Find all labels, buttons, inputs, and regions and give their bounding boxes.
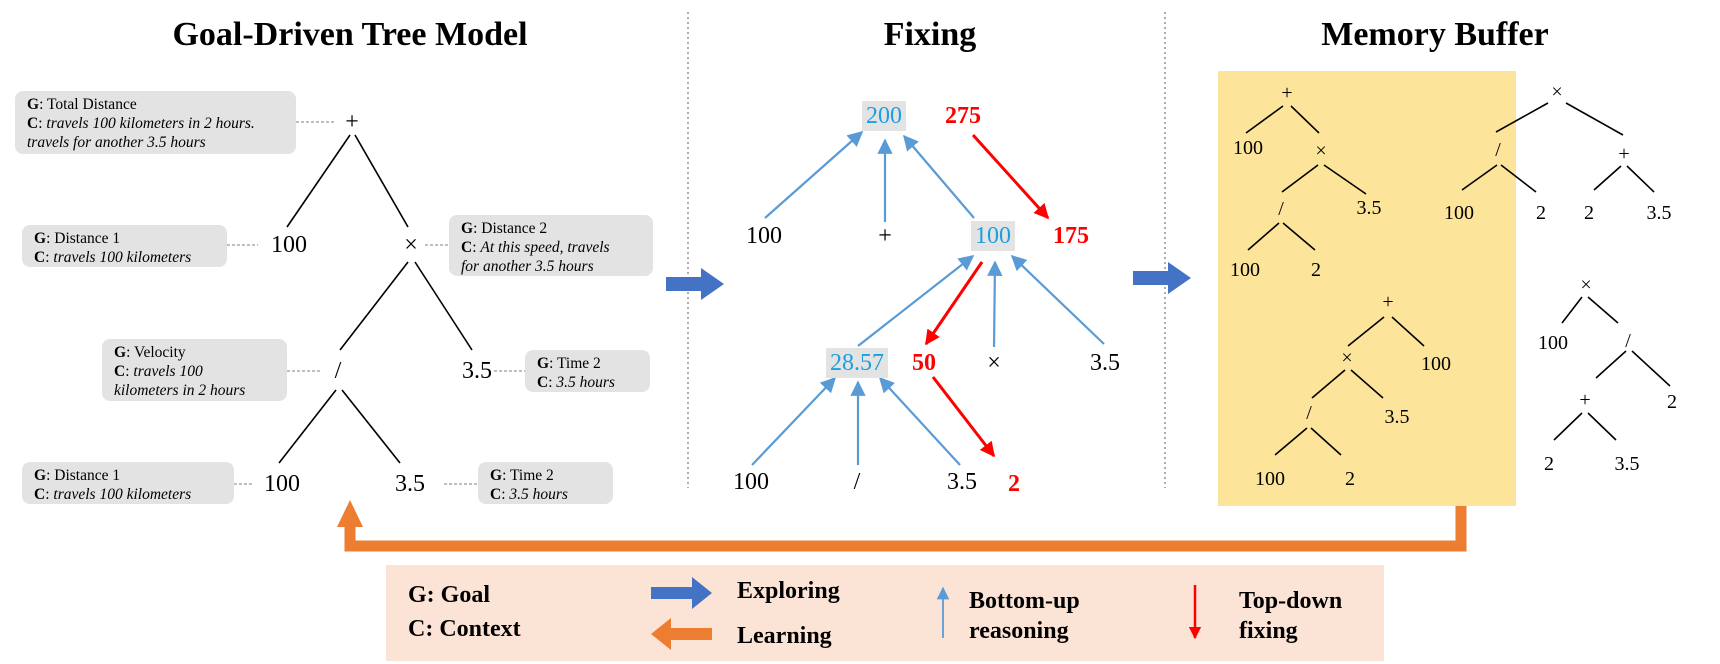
mem4-plus: + — [1579, 389, 1591, 411]
mem3-divide: / — [1306, 402, 1312, 424]
tree-model-edges — [278, 134, 473, 464]
mem4-divide: / — [1625, 330, 1631, 352]
mem1-times: × — [1315, 140, 1327, 162]
tree-node-divide: / — [334, 358, 342, 384]
legend-exploring-arrow — [651, 577, 712, 609]
box-distance1-bottom: G: Distance 1 C: travels 100 kilometers — [22, 462, 234, 504]
mem4-2-right: 2 — [1667, 391, 1677, 413]
legend-bottom-up-label: Bottom-up reasoning — [969, 588, 1080, 644]
fix-node-28-57: 28.57 — [826, 348, 888, 378]
box-velocity: G: Velocity C: travels 100 kilometers in… — [102, 339, 287, 401]
fix-node-2: 2 — [1008, 471, 1020, 497]
box-time2-mid: G: Time 2 C: 3.5 hours — [525, 350, 650, 392]
top-down-arrows — [924, 133, 1050, 458]
mem2-divide: / — [1495, 139, 1501, 161]
fix-node-100-bottom: 100 — [733, 469, 769, 495]
legend-context: C: Context — [408, 616, 521, 642]
box-distance2: G: Distance 2 C: At this speed, travels … — [449, 215, 653, 276]
legend-learning-label: Learning — [737, 623, 832, 649]
mem2-2-right: 2 — [1584, 202, 1594, 224]
fix-node-175: 175 — [1053, 223, 1089, 249]
tree-node-3-5-bottom: 3.5 — [395, 471, 425, 497]
mem3-times: × — [1341, 347, 1353, 369]
fix-node-50: 50 — [912, 350, 936, 376]
bottom-up-arrows — [751, 130, 1105, 466]
mem1-plus: + — [1281, 82, 1293, 104]
box-distance1-top: G: Distance 1 C: travels 100 kilometers — [22, 225, 227, 267]
mem3-3-5: 3.5 — [1384, 406, 1410, 428]
fix-node-3-5-bottom: 3.5 — [947, 469, 977, 495]
title-fixing: Fixing — [883, 16, 977, 53]
mem2-2-left: 2 — [1536, 202, 1546, 224]
tree-node-3-5-mid: 3.5 — [462, 358, 492, 384]
fix-node-200: 200 — [862, 101, 906, 131]
mem1-100: 100 — [1233, 137, 1263, 159]
mem1-divide: / — [1278, 198, 1284, 220]
mem2-3-5: 3.5 — [1646, 202, 1672, 224]
mem2-plus: + — [1618, 143, 1630, 165]
learning-loop-arrow — [344, 506, 1467, 552]
mem4-3-5: 3.5 — [1614, 453, 1640, 475]
mem1-2: 2 — [1311, 259, 1321, 281]
legend-learning-arrow — [651, 618, 712, 650]
tree-model-connectors — [227, 121, 525, 485]
mem1-100-bottom: 100 — [1230, 259, 1260, 281]
fix-node-100: 100 — [971, 221, 1015, 251]
mem4-times: × — [1580, 274, 1592, 296]
title-memory-buffer: Memory Buffer — [1321, 16, 1549, 53]
legend-goal: G: Goal — [408, 582, 490, 608]
box-time2-bottom: G: Time 2 C: 3.5 hours — [478, 462, 613, 504]
mem4-2-left: 2 — [1544, 453, 1554, 475]
box-total-distance: G: Total Distance C: travels 100 kilomet… — [15, 91, 296, 154]
mem2-100: 100 — [1444, 202, 1474, 224]
legend-exploring-label: Exploring — [737, 578, 840, 604]
fix-node-divide: / — [853, 469, 861, 495]
tree-node-100-top: 100 — [271, 232, 307, 258]
fix-node-3-5-right: 3.5 — [1090, 350, 1120, 376]
legend-top-down-label: Top-down fixing — [1239, 588, 1343, 644]
memory-tree-edges — [1245, 102, 1671, 456]
tree-node-times: × — [404, 232, 418, 258]
exploring-arrow-1 — [666, 268, 724, 300]
mem1-3-5: 3.5 — [1356, 197, 1382, 219]
mem4-100: 100 — [1538, 332, 1568, 354]
fix-node-plus: + — [878, 223, 892, 249]
tree-node-plus-root: + — [345, 109, 359, 135]
mem3-plus: + — [1382, 291, 1394, 313]
title-tree-model: Goal-Driven Tree Model — [172, 16, 528, 53]
fix-node-275: 275 — [945, 103, 981, 129]
mem3-2: 2 — [1345, 468, 1355, 490]
memory-buffer-panel — [1218, 71, 1516, 506]
exploring-arrow-2 — [1133, 262, 1191, 294]
mem3-100: 100 — [1421, 353, 1451, 375]
mem3-100-bottom: 100 — [1255, 468, 1285, 490]
fix-node-times: × — [987, 350, 1001, 376]
tree-node-100-bottom: 100 — [264, 471, 300, 497]
fix-node-100-left: 100 — [746, 223, 782, 249]
legend-panel — [386, 565, 1384, 661]
mem2-times: × — [1551, 81, 1563, 103]
